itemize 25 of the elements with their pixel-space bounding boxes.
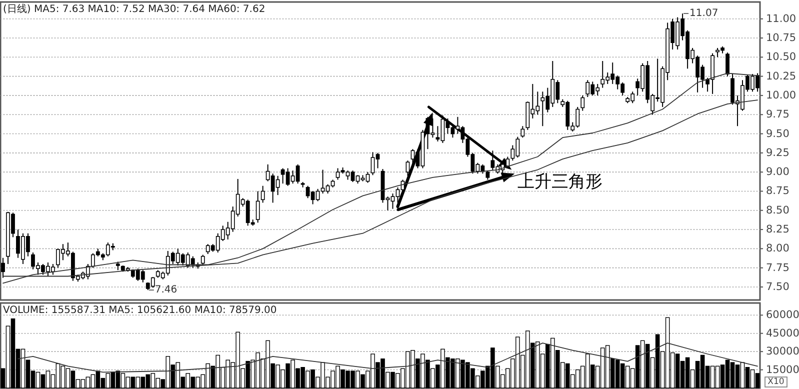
annotation: 11.07 <box>690 8 718 19</box>
ytick: 7.75 <box>766 262 790 274</box>
title: (日线) MA5: 7.63 MA10: 7.52 MA30: 7.64 MA60: 7.62 <box>3 4 266 15</box>
ytick: 10.25 <box>766 70 796 82</box>
ytick: 8.25 <box>766 224 790 236</box>
annotation: X10 <box>768 377 784 387</box>
ytick: 9.00 <box>766 166 790 178</box>
ytick: 15000 <box>766 364 799 376</box>
ytick: 10.00 <box>766 89 796 102</box>
ytick: 30000 <box>766 346 799 358</box>
ytick: 7.50 <box>766 280 790 293</box>
ytick: 9.25 <box>766 146 790 159</box>
ytick: 8.75 <box>766 185 790 198</box>
ytick: 8.50 <box>766 204 790 216</box>
ytick: 60000 <box>766 309 799 322</box>
ytick: 10.75 <box>766 32 796 44</box>
title: VOLUME: 155587.31 MA5: 105621.60 MA10: 78579.00 <box>3 305 277 316</box>
ytick: 45000 <box>766 327 799 340</box>
ytick: 10.50 <box>766 51 796 64</box>
annotation: 上升三角形 <box>518 172 603 192</box>
ytick: 11.00 <box>766 12 796 25</box>
ytick: 8.00 <box>766 242 790 255</box>
ytick: 9.50 <box>766 128 790 140</box>
ytick: 9.75 <box>766 108 790 121</box>
annotation: 7.46 <box>154 284 178 296</box>
